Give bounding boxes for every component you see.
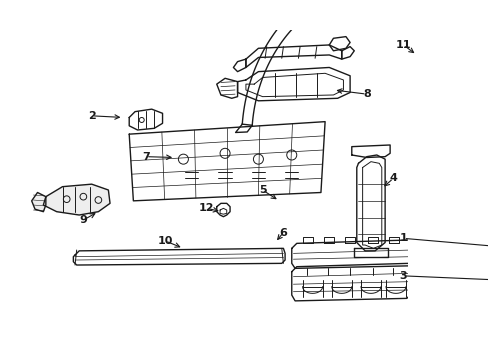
Text: 4: 4 [389, 173, 397, 183]
Text: 2: 2 [88, 111, 95, 121]
Text: 8: 8 [362, 89, 370, 99]
Text: 6: 6 [279, 228, 287, 238]
Text: 10: 10 [157, 236, 172, 246]
Text: 1: 1 [399, 233, 407, 243]
Text: 3: 3 [399, 271, 407, 281]
Text: 9: 9 [79, 215, 87, 225]
Text: 5: 5 [258, 185, 266, 195]
Polygon shape [43, 184, 110, 215]
Polygon shape [32, 193, 46, 212]
Text: 12: 12 [199, 203, 214, 213]
Text: 11: 11 [395, 40, 410, 50]
Text: 7: 7 [142, 152, 149, 162]
